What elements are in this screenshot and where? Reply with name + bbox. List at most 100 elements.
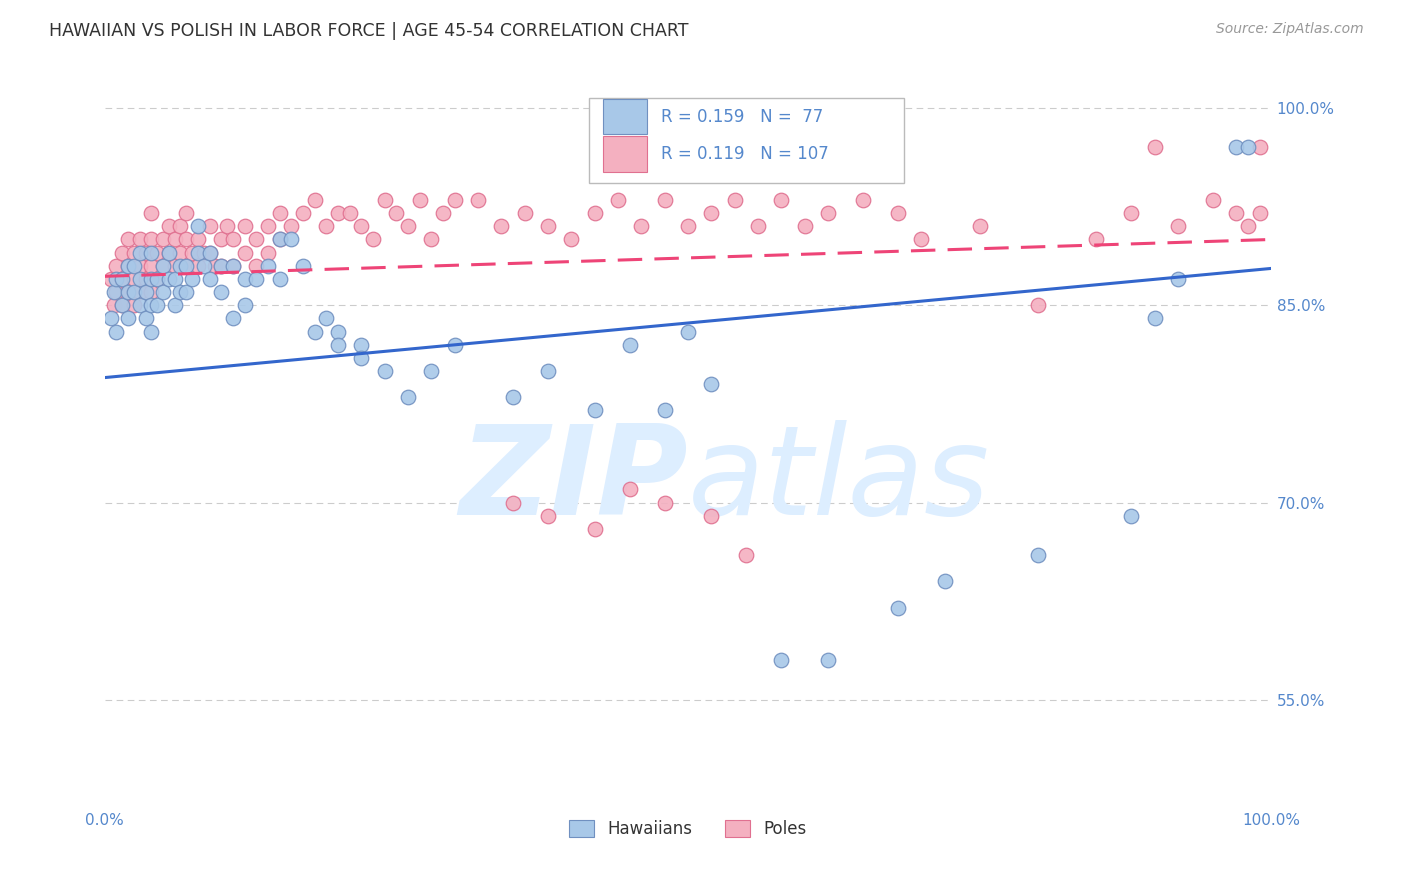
Point (396, 390, 419, 404)
Point (326, 206, 349, 220)
Point (187, 219, 209, 234)
Point (817, 653, 839, 667)
Point (817, 206, 839, 220)
Point (326, 325, 349, 339)
Point (128, 259, 150, 273)
Point (103, 298, 125, 312)
Point (176, 285, 198, 299)
Point (607, 193, 630, 207)
Point (280, 219, 302, 234)
Point (111, 298, 134, 312)
Point (537, 219, 560, 234)
Point (209, 259, 232, 273)
Point (169, 245, 191, 260)
Point (163, 272, 186, 286)
Point (193, 245, 215, 260)
Point (1202, 193, 1225, 207)
Point (420, 364, 443, 378)
Point (122, 259, 145, 273)
Point (350, 219, 373, 234)
Point (852, 193, 875, 207)
Point (169, 285, 191, 299)
Point (122, 245, 145, 260)
Point (502, 495, 524, 509)
Point (141, 285, 163, 299)
Point (141, 232, 163, 246)
Point (280, 232, 302, 246)
Point (122, 285, 145, 299)
Point (654, 495, 676, 509)
Bar (603, 136, 647, 171)
Point (128, 232, 150, 246)
Point (910, 232, 932, 246)
Point (105, 325, 128, 339)
Point (187, 245, 209, 260)
Point (146, 272, 169, 286)
Point (1225, 140, 1247, 154)
Point (269, 206, 291, 220)
Point (1026, 548, 1049, 562)
Point (291, 206, 314, 220)
Point (134, 245, 156, 260)
Point (111, 245, 134, 260)
Point (176, 232, 198, 246)
Point (619, 483, 641, 497)
Point (163, 259, 186, 273)
Point (396, 219, 419, 234)
Point (257, 245, 280, 260)
Point (408, 193, 430, 207)
Point (141, 298, 163, 312)
Point (198, 272, 221, 286)
Point (117, 259, 139, 273)
Point (245, 259, 267, 273)
Point (269, 232, 291, 246)
Point (169, 219, 191, 234)
Point (176, 206, 198, 220)
Point (374, 364, 396, 378)
Point (163, 232, 186, 246)
Point (326, 337, 349, 351)
Point (537, 508, 560, 523)
Point (146, 298, 169, 312)
Point (117, 311, 139, 326)
Point (1249, 140, 1271, 154)
Point (1249, 206, 1271, 220)
Point (1143, 311, 1166, 326)
Point (1237, 219, 1260, 234)
Point (163, 298, 186, 312)
Point (385, 206, 408, 220)
Point (198, 245, 221, 260)
Point (1121, 206, 1143, 220)
Point (233, 245, 256, 260)
Point (676, 325, 699, 339)
Point (128, 245, 150, 260)
Point (467, 193, 489, 207)
Point (1143, 140, 1166, 154)
Point (204, 259, 226, 273)
Point (100, 311, 122, 326)
Point (560, 232, 582, 246)
Point (209, 285, 232, 299)
Point (141, 245, 163, 260)
Point (122, 272, 145, 286)
Point (1225, 206, 1247, 220)
Point (146, 272, 169, 286)
Point (583, 206, 606, 220)
Point (157, 245, 180, 260)
Point (134, 285, 156, 299)
Point (537, 364, 560, 378)
Point (157, 272, 180, 286)
Point (1085, 232, 1108, 246)
Point (111, 298, 134, 312)
Point (117, 285, 139, 299)
Point (350, 351, 373, 365)
Point (157, 245, 180, 260)
Point (187, 232, 209, 246)
Point (443, 337, 465, 351)
Point (1121, 508, 1143, 523)
Point (181, 272, 204, 286)
Text: R = 0.159   N =  77: R = 0.159 N = 77 (661, 108, 824, 126)
Point (361, 232, 384, 246)
Point (630, 219, 652, 234)
Point (128, 272, 150, 286)
